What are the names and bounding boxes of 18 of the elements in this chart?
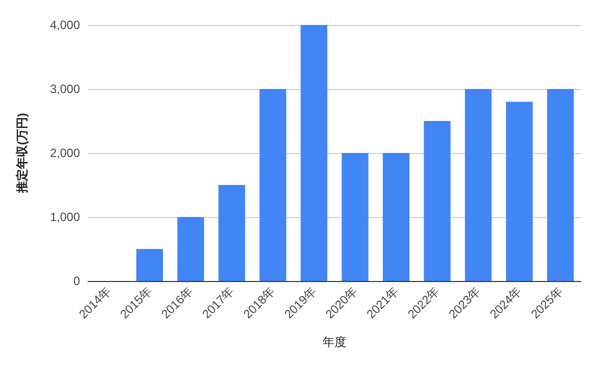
bar: [506, 102, 533, 281]
bar: [136, 249, 163, 281]
bar: [300, 25, 328, 281]
bar: [547, 89, 574, 281]
x-axis-title: 年度: [322, 335, 346, 349]
y-axis-title: 推定年収(万円): [15, 113, 29, 194]
y-tick-label: 1,000: [50, 210, 80, 224]
y-tick-label: 2,000: [50, 146, 80, 160]
y-tick-label: 0: [73, 274, 80, 288]
bar: [424, 121, 451, 281]
y-tick-label: 3,000: [50, 82, 80, 96]
bar: [177, 217, 204, 281]
y-tick-label: 4,000: [50, 18, 80, 32]
bar: [218, 185, 246, 281]
bar: [342, 153, 368, 281]
bar: [464, 89, 492, 281]
bar: [382, 153, 410, 281]
bar: [260, 89, 286, 281]
